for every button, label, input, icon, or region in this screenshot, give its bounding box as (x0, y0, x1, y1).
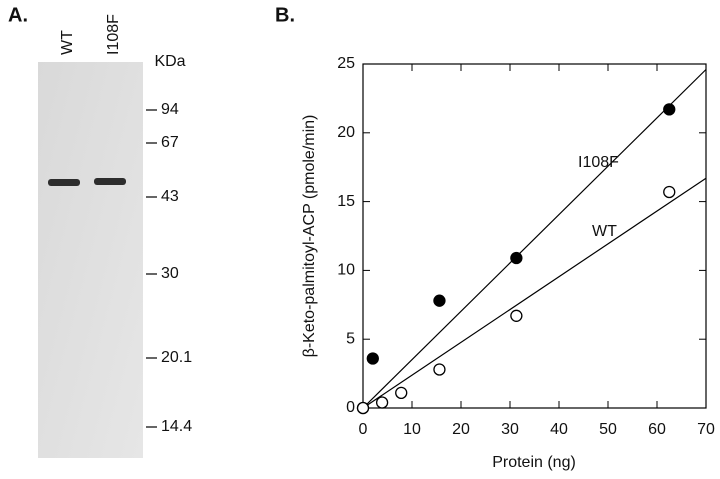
x-tick-label: 30 (501, 421, 519, 438)
lane-label: I108F (105, 14, 122, 55)
gel (38, 62, 143, 458)
y-tick-label: 5 (346, 330, 355, 347)
y-axis-label: β-Keto-palmitoyl-ACP (pmole/min) (301, 115, 318, 358)
data-point (663, 185, 676, 199)
marker-label: 20.1 (161, 349, 192, 366)
data-point (356, 401, 370, 415)
marker-label: 30 (161, 265, 179, 282)
x-tick-label: 40 (550, 421, 568, 438)
x-axis-label: Protein (ng) (492, 454, 576, 471)
gel-band (48, 179, 80, 186)
y-tick-label: 25 (337, 55, 355, 72)
x-tick-label: 70 (697, 421, 715, 438)
data-point (375, 396, 389, 409)
marker-label: 43 (161, 188, 179, 205)
x-tick-label: 20 (452, 421, 470, 438)
data-point (433, 294, 446, 307)
y-tick-label: 10 (337, 262, 355, 279)
data-point (433, 363, 446, 376)
x-tick-label: 50 (599, 421, 617, 438)
plot-frame (362, 63, 707, 409)
series-label: I108F (578, 154, 619, 171)
unit-label: KDa (154, 53, 185, 70)
x-tick-label: 10 (403, 421, 421, 438)
marker-label: 14.4 (161, 418, 192, 435)
fit-line (362, 177, 707, 409)
y-tick-label: 0 (346, 399, 355, 416)
data-point (510, 309, 523, 322)
panel-label: B. (275, 4, 295, 26)
lane-label: WT (59, 30, 76, 55)
y-tick-label: 15 (337, 193, 355, 210)
marker-label: 94 (161, 101, 179, 118)
data-point (395, 386, 408, 400)
x-tick-label: 0 (359, 421, 368, 438)
series-label: WT (592, 223, 617, 240)
marker-label: 67 (161, 134, 179, 151)
y-tick-label: 20 (337, 124, 355, 141)
data-point (663, 103, 676, 116)
panel-label: A. (8, 4, 28, 26)
fit-line (362, 69, 707, 409)
x-tick-label: 60 (648, 421, 666, 438)
data-point (510, 251, 523, 265)
gel-band (94, 178, 126, 185)
data-point (366, 352, 379, 365)
